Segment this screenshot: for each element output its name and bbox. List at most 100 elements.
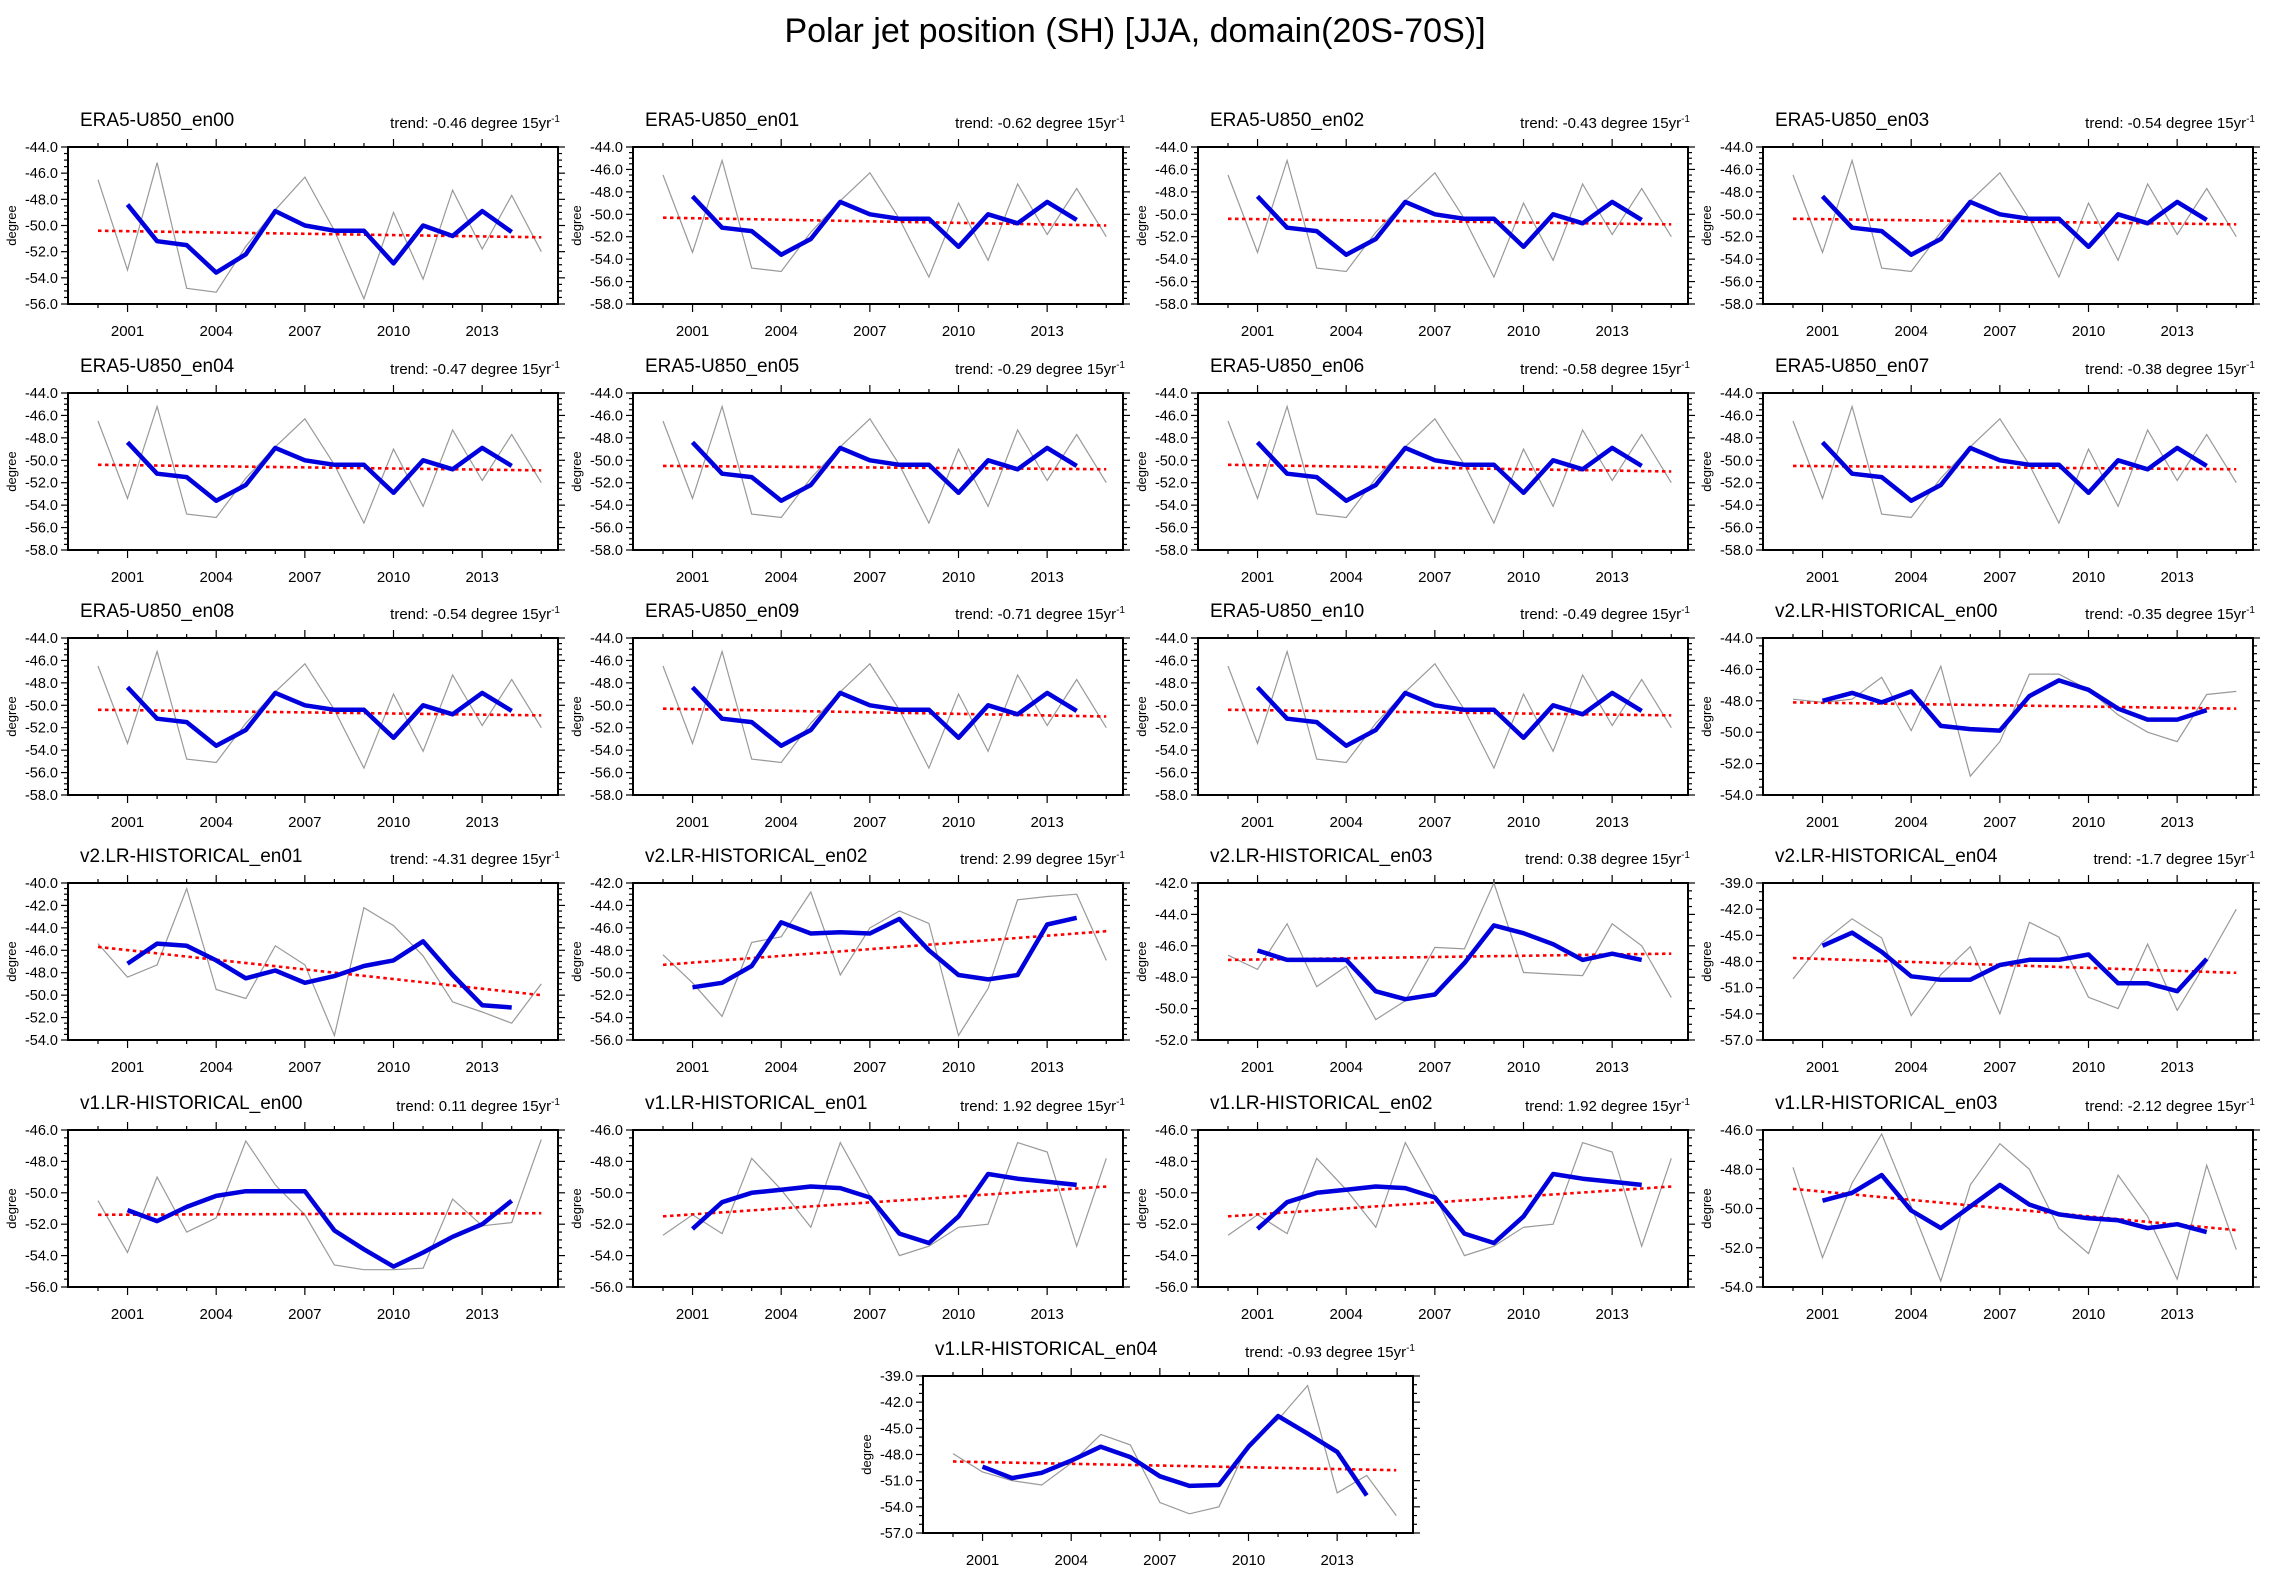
panel-title: ERA5-U850_en02 — [1210, 110, 1365, 131]
panel-title: ERA5-U850_en01 — [645, 110, 800, 131]
x-tick-label: 2013 — [2160, 323, 2193, 340]
y-tick-label: -52.0 — [1720, 1241, 1753, 1257]
y-tick-label: -48.0 — [590, 943, 623, 959]
plot-area: 2001 2004 2007 2010 2013 -52.0 -50.0 -48.0 -46.0… — [1134, 875, 1695, 1076]
x-tick-label: 2001 — [111, 814, 144, 831]
x-tick-label: 2004 — [1895, 1306, 1928, 1323]
smoothed-line — [125, 685, 513, 748]
trend-line — [97, 945, 542, 997]
trend-text: trend: -0.49 degree 15yr — [1520, 606, 1682, 623]
trend-exponent: -1 — [551, 850, 560, 861]
chart-panel: v2.LR-HISTORICAL_en03 trend: 0.38 degree … — [1130, 836, 1695, 1082]
y-tick-label: -58.0 — [1155, 297, 1188, 313]
y-tick-label: -44.0 — [590, 386, 623, 402]
trend-text: trend: 1.92 degree 15yr — [960, 1098, 1117, 1115]
x-tick-label: 2007 — [1983, 814, 2016, 831]
y-tick-label: -56.0 — [1155, 521, 1188, 537]
y-tick-label: -56.0 — [25, 297, 58, 313]
y-tick-label: -50.0 — [1720, 207, 1753, 223]
x-tick-label: 2010 — [942, 1059, 975, 1076]
x-tick-label: 2001 — [1806, 1059, 1839, 1076]
y-tick-label: -52.0 — [1155, 1217, 1188, 1233]
plot-frame — [1197, 637, 1689, 796]
y-tick-label: -44.0 — [1155, 907, 1188, 923]
x-tick-label: 2013 — [2160, 814, 2193, 831]
y-tick-label: -46.0 — [25, 166, 58, 182]
x-tick-label: 2004 — [765, 1059, 798, 1076]
panel-title: v1.LR-HISTORICAL_en01 — [645, 1093, 868, 1114]
y-tick-label: -50.0 — [1155, 1002, 1188, 1018]
y-tick-label: -48.0 — [25, 192, 58, 208]
panel-title: ERA5-U850_en07 — [1775, 356, 1930, 377]
plot-frame — [67, 1129, 559, 1288]
x-tick-label: 2004 — [1330, 1306, 1363, 1323]
y-tick-label: -52.0 — [25, 245, 58, 261]
x-tick-label: 2013 — [1595, 323, 1628, 340]
chart-panel: v2.LR-HISTORICAL_en02 trend: 2.99 degree … — [565, 836, 1130, 1082]
x-tick-label: 2004 — [1330, 1059, 1363, 1076]
x-tick-label: 2007 — [288, 323, 321, 340]
y-axis-label: degree — [1134, 205, 1149, 245]
smoothed-line — [1821, 1172, 2208, 1235]
y-tick-label: -54.0 — [590, 743, 623, 759]
annual-line — [97, 886, 542, 1038]
smoothed-line — [690, 194, 1078, 257]
plot-area: 2001 2004 2007 2010 2013 -56.0 -54.0 -52.0 -50.0… — [569, 1122, 1130, 1323]
y-tick-label: -50.0 — [1155, 453, 1188, 469]
y-tick-label: -50.0 — [1720, 725, 1753, 741]
trend-exponent: -1 — [1681, 605, 1690, 616]
trend-label: trend: -0.35 degree 15yr-1 — [2085, 605, 2255, 623]
x-tick-label: 2001 — [111, 323, 144, 340]
smoothed-line — [125, 440, 513, 503]
y-axis-label: degree — [4, 1188, 19, 1228]
y-tick-label: -50.0 — [590, 966, 623, 982]
x-tick-label: 2001 — [1806, 569, 1839, 586]
chart-panel: v1.LR-HISTORICAL_en00 trend: 0.11 degree … — [0, 1083, 565, 1329]
y-axis-label: degree — [1699, 451, 1714, 491]
y-tick-label: -44.0 — [25, 921, 58, 937]
y-tick-label: -44.0 — [25, 140, 58, 156]
trend-exponent: -1 — [1116, 114, 1125, 125]
panel-title: ERA5-U850_en10 — [1210, 601, 1365, 622]
x-tick-label: 2007 — [1983, 323, 2016, 340]
annual-line — [1227, 881, 1672, 1021]
plot-area: 2001 2004 2007 2010 2013 -56.0 -54.0 -52.0 -50.0… — [1134, 1122, 1695, 1323]
y-tick-label: -54.0 — [25, 1033, 58, 1049]
trend-text: trend: -0.46 degree 15yr — [390, 115, 552, 132]
y-tick-label: -48.0 — [25, 431, 58, 447]
y-axis-label: degree — [1134, 941, 1149, 981]
plot-area: 2001 2004 2007 2010 2013 -54.0 -52.0 -50.0 -48.0… — [1699, 630, 2260, 831]
trend-label: trend: -0.38 degree 15yr-1 — [2085, 360, 2255, 378]
smoothed-line — [1255, 685, 1643, 748]
x-tick-label: 2013 — [1030, 323, 1063, 340]
annual-line — [97, 649, 542, 770]
y-tick-label: -58.0 — [1720, 297, 1753, 313]
y-tick-label: -46.0 — [1155, 653, 1188, 669]
y-tick-label: -50.0 — [1155, 1186, 1188, 1202]
x-tick-label: 2001 — [1241, 323, 1274, 340]
panel-title: v2.LR-HISTORICAL_en04 — [1775, 846, 1998, 867]
y-tick-label: -54.0 — [1720, 788, 1753, 804]
x-tick-label: 2007 — [1418, 814, 1451, 831]
y-tick-label: -44.0 — [1720, 386, 1753, 402]
y-axis-label: degree — [569, 696, 584, 736]
y-tick-label: -54.0 — [25, 498, 58, 514]
trend-exponent: -1 — [2246, 114, 2255, 125]
y-tick-label: -56.0 — [590, 521, 623, 537]
x-tick-label: 2004 — [200, 323, 233, 340]
y-tick-label: -58.0 — [25, 543, 58, 559]
x-tick-label: 2001 — [676, 814, 709, 831]
annual-line — [97, 1139, 542, 1271]
y-tick-label: -54.0 — [590, 1011, 623, 1027]
smoothed-line — [126, 939, 512, 1010]
trend-text: trend: -0.62 degree 15yr — [955, 115, 1117, 132]
x-tick-label: 2007 — [853, 569, 886, 586]
y-axis-label: degree — [1699, 1188, 1714, 1228]
panel-title: v1.LR-HISTORICAL_en04 — [935, 1339, 1158, 1360]
x-tick-label: 2004 — [765, 323, 798, 340]
x-tick-label: 2004 — [1895, 1059, 1928, 1076]
x-tick-label: 2010 — [2072, 814, 2105, 831]
smoothed-line — [690, 685, 1078, 748]
y-axis-label: degree — [569, 451, 584, 491]
panel-title: v2.LR-HISTORICAL_en00 — [1775, 601, 1998, 622]
